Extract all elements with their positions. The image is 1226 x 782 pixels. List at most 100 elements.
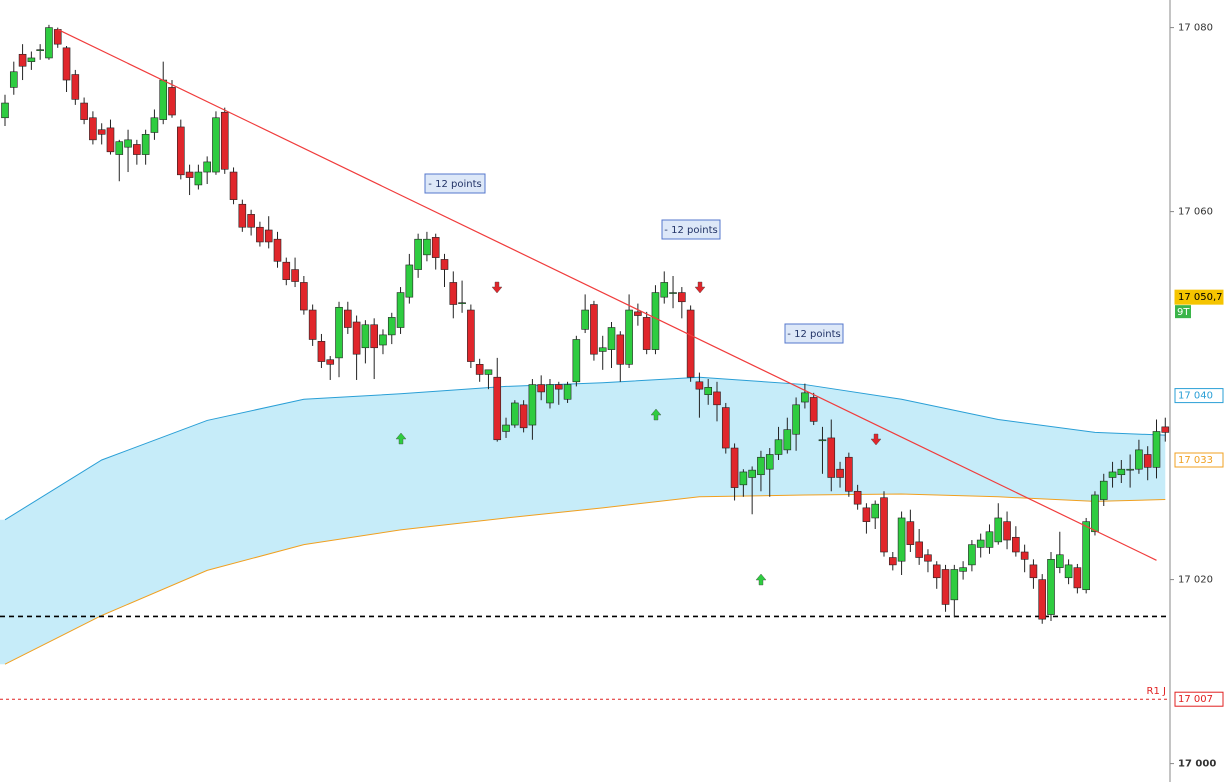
candle-body <box>150 117 159 133</box>
candle-body <box>1108 471 1117 478</box>
candle-body <box>185 171 194 178</box>
ma-band <box>0 377 1166 665</box>
candle-body <box>634 311 642 316</box>
candle-body <box>273 238 282 262</box>
price-tag-label: 17 040 <box>1178 391 1213 402</box>
candle-body <box>1152 431 1161 468</box>
trendline <box>57 28 1157 561</box>
candle-body <box>124 139 132 148</box>
candle-body <box>361 324 370 349</box>
candle-body <box>563 384 572 400</box>
candle-body <box>1135 449 1143 470</box>
candle-body <box>598 347 607 352</box>
candle-body <box>62 47 71 81</box>
candle-body <box>1126 468 1134 471</box>
candle-body <box>511 402 519 426</box>
candle-body <box>836 468 844 478</box>
candle-body <box>405 264 414 298</box>
candle-body <box>765 454 774 470</box>
candle-body <box>431 237 440 258</box>
candle-body <box>853 490 862 505</box>
candle-body <box>141 134 150 155</box>
candle-body <box>897 517 906 562</box>
candle-body <box>247 214 255 228</box>
candle-body <box>89 117 97 141</box>
candle-body <box>651 292 660 350</box>
candle-body <box>220 111 229 170</box>
candle-body <box>106 127 115 153</box>
candle-body <box>581 309 589 330</box>
candle-body <box>1143 454 1152 468</box>
signal-arrow <box>650 408 662 421</box>
y-tick-label: 17 060 <box>1178 207 1213 218</box>
candle-body <box>1082 521 1090 591</box>
candle-body <box>229 171 238 200</box>
candle-body <box>792 404 800 435</box>
candle-body <box>414 238 422 270</box>
candle-body <box>45 27 53 59</box>
candle-body <box>53 29 62 45</box>
candle-body <box>880 497 888 553</box>
price-tag-label: 17 033 <box>1178 455 1213 466</box>
countdown-tag <box>1175 305 1191 319</box>
moving-average <box>4 376 1166 521</box>
candle-body <box>1012 536 1020 553</box>
candle-body <box>317 341 326 362</box>
price-tag <box>1174 452 1224 468</box>
candle-body <box>774 439 783 455</box>
candle-body <box>344 309 352 328</box>
annotation-box <box>661 219 721 240</box>
candle-body <box>1029 564 1038 579</box>
candle-body <box>906 521 915 545</box>
candle-body <box>370 324 378 349</box>
candle-body <box>1161 426 1170 433</box>
candle-body <box>467 309 475 362</box>
candle-body <box>423 238 431 256</box>
candle-body <box>1099 480 1108 500</box>
candle-body <box>1091 494 1099 533</box>
candle-body <box>1038 579 1047 620</box>
candle-body <box>739 471 748 486</box>
candle-body <box>115 141 124 155</box>
moving-average <box>4 493 1166 665</box>
candle-body <box>968 544 976 566</box>
candle-body <box>264 229 273 243</box>
candle-body <box>291 269 299 282</box>
candle-body <box>177 126 185 176</box>
candle-body <box>686 309 695 378</box>
signal-arrow <box>694 281 706 294</box>
signal-arrow <box>491 281 503 294</box>
candle-body <box>660 282 669 298</box>
candle-body <box>1047 559 1055 615</box>
candle-body <box>159 79 168 120</box>
price-tag-label: 17 050,7 <box>1178 292 1223 303</box>
candle-body <box>18 53 27 67</box>
candle-body <box>133 144 141 155</box>
candle-body <box>212 117 220 173</box>
candle-body <box>985 531 994 548</box>
candle-body <box>282 261 291 280</box>
candle-body <box>704 387 713 395</box>
candle-body <box>168 87 176 116</box>
candle-body <box>502 424 510 432</box>
candle-body <box>1003 521 1011 541</box>
candle-body <box>862 507 871 522</box>
candle-body <box>440 259 449 270</box>
candle-body <box>484 369 493 375</box>
candle-body <box>326 359 335 365</box>
candle-body <box>801 392 809 403</box>
annotation-text: - 12 points <box>787 329 840 340</box>
annotation-text: - 12 points <box>664 225 717 236</box>
countdown-label: 9T <box>1177 307 1190 318</box>
candle-body <box>97 129 106 135</box>
candle-body <box>546 384 554 404</box>
candle-body <box>203 161 211 173</box>
candle-body <box>941 569 950 605</box>
candle-body <box>71 74 80 100</box>
candle-body <box>713 391 721 406</box>
price-tag-label: 17 007 <box>1178 694 1213 705</box>
candle-body <box>871 503 880 519</box>
candle-body <box>818 439 827 442</box>
candle-body <box>845 456 853 492</box>
candle-body <box>475 364 484 375</box>
